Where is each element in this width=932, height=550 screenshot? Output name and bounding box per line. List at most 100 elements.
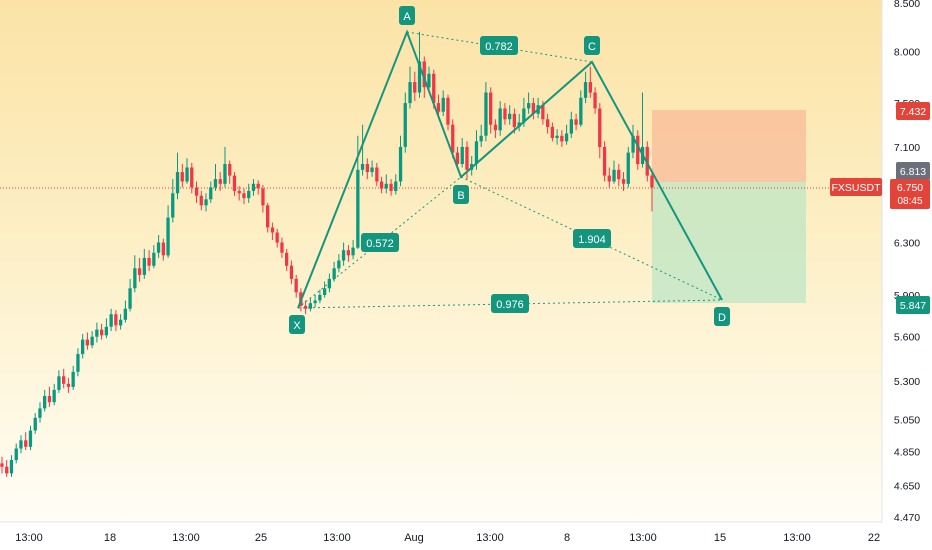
candle-body: [137, 268, 142, 275]
ratio-label-xab: 0.782: [480, 36, 518, 55]
x-tick-label-11: 22: [868, 532, 880, 544]
y-tick-label-0: 8.500: [894, 0, 920, 10]
svg-text:D: D: [718, 312, 726, 324]
x-tick-label-10: 13:00: [783, 532, 811, 544]
candle-body: [474, 141, 479, 164]
candle-body: [123, 308, 127, 320]
candle-body: [527, 103, 531, 109]
candle-body: [318, 295, 322, 301]
candle-body: [38, 408, 42, 418]
candle-body: [650, 175, 654, 188]
candle-body: [275, 232, 279, 243]
svg-text:5.847: 5.847: [900, 300, 926, 312]
candle-body: [327, 278, 331, 289]
candle-body: [5, 466, 9, 474]
candle-body: [489, 92, 493, 125]
time-axis-panel[interactable]: [0, 522, 882, 550]
point-label-c: C: [584, 36, 600, 55]
candle-body: [360, 164, 365, 170]
candle-body: [451, 124, 455, 153]
candle-body: [175, 172, 180, 194]
candle-body: [85, 339, 89, 346]
candle-body: [546, 119, 550, 127]
candle-body: [90, 336, 94, 346]
candle-body: [180, 172, 184, 182]
candle-body: [398, 146, 403, 182]
pattern-ac-dotted: [406, 31, 593, 63]
candle-body: [76, 354, 80, 372]
candle-body: [503, 108, 507, 120]
point-label-b: B: [453, 185, 469, 204]
candle-body: [289, 265, 294, 279]
x-axis-ticks: 13:00 18 13:00 25 13:00 Aug 13:00 8 13:00 15 13:00…: [15, 532, 880, 544]
candle-body: [365, 164, 369, 173]
candle-body: [62, 376, 66, 384]
candle-body: [285, 252, 289, 266]
candle-body: [403, 103, 407, 147]
ratio-label-xad: 0.976: [491, 294, 529, 313]
candle-body: [574, 119, 578, 125]
candle-body: [28, 430, 33, 447]
candle-body: [218, 179, 222, 184]
candle-body: [564, 133, 569, 142]
candle-body: [555, 135, 559, 138]
svg-text:0.572: 0.572: [366, 238, 394, 250]
svg-text:6.813: 6.813: [900, 166, 926, 178]
candle-body: [550, 126, 554, 138]
candle-body: [223, 164, 227, 184]
candle-body: [493, 124, 498, 131]
candle-body: [394, 181, 398, 191]
candle-body: [19, 440, 23, 449]
x-tick-label-9: 15: [714, 532, 726, 544]
stop-loss-zone: [652, 110, 806, 182]
candle-body: [209, 187, 213, 200]
candle-body: [294, 278, 298, 293]
x-tick-label-4: 13:00: [323, 532, 351, 544]
candle-body: [484, 92, 488, 136]
point-label-x: X: [289, 315, 305, 334]
candle-body: [52, 389, 56, 403]
price-axis-panel[interactable]: [882, 0, 932, 550]
candle-body: [598, 108, 602, 147]
price-badge-target: 5.847: [896, 296, 930, 314]
candle-body: [508, 113, 512, 120]
candle-body: [24, 440, 28, 447]
candle-body: [341, 250, 346, 261]
candle-body: [384, 183, 388, 189]
candle-body: [621, 179, 626, 184]
candle-body: [626, 152, 630, 184]
candle-body: [190, 167, 194, 188]
candle-body: [569, 119, 573, 134]
take-profit-zone: [652, 182, 806, 303]
candle-body: [161, 242, 165, 256]
x-tick-label-0: 13:00: [15, 532, 43, 544]
candle-body: [81, 339, 85, 355]
candle-body: [213, 179, 218, 188]
candle-body: [583, 82, 588, 98]
svg-text:7.432: 7.432: [900, 106, 926, 118]
svg-text:FXSUSDT: FXSUSDT: [831, 182, 881, 194]
candle-body: [436, 103, 441, 112]
candle-body: [432, 73, 436, 104]
x-tick-label-8: 13:00: [629, 532, 657, 544]
candle-body: [636, 135, 640, 165]
candle-body: [460, 146, 464, 164]
candle-body: [33, 417, 37, 431]
candle-body: [114, 314, 118, 326]
candle-body: [313, 300, 317, 304]
svg-text:A: A: [403, 11, 411, 23]
candle-body: [142, 257, 146, 275]
x-tick-label-5: Aug: [404, 532, 424, 544]
candle-body: [323, 288, 327, 295]
candle-body: [14, 448, 18, 461]
candle-body: [560, 135, 564, 142]
candle-body: [332, 268, 336, 279]
y-tick-label-11: 4.650: [894, 480, 920, 492]
candle-body: [446, 97, 450, 125]
candle-body: [593, 92, 597, 109]
candle-body: [66, 383, 71, 387]
candle-body: [247, 190, 251, 199]
candle-body: [588, 82, 592, 93]
candle-body: [266, 205, 270, 228]
